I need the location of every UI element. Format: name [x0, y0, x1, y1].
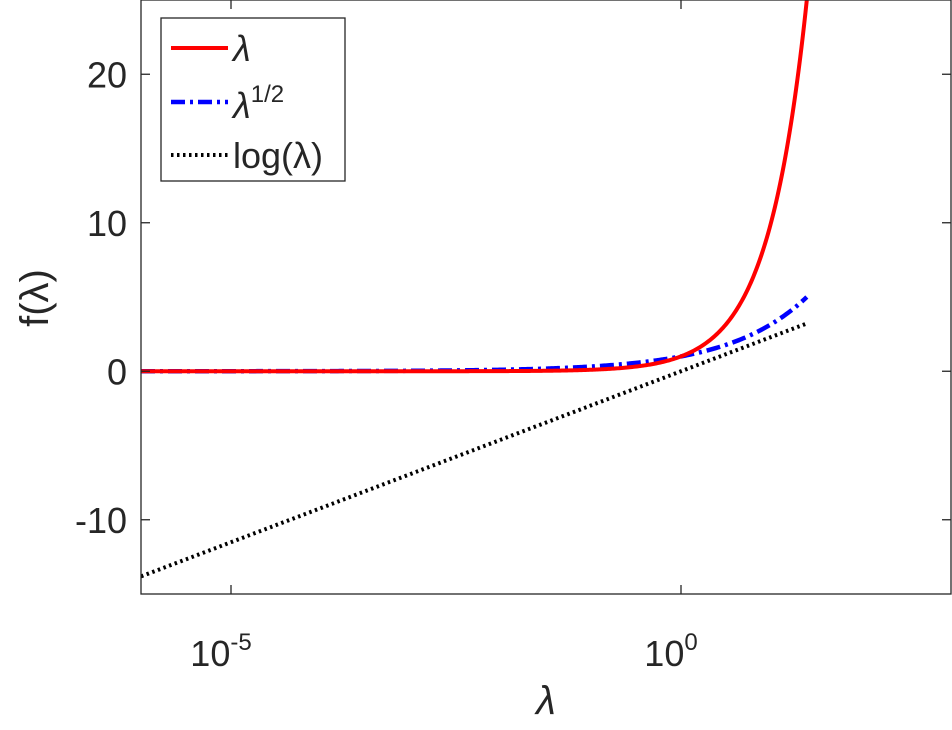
legend-entry-log-lambda: log(λ)	[171, 135, 323, 176]
legend-label-lambda: λ	[231, 28, 251, 69]
legend-entry-sqrt-lambda: λ1/2	[171, 81, 284, 126]
y-tick-label: -10	[75, 500, 127, 541]
x-tick-label: 10-5	[190, 629, 251, 674]
series-line-lambda	[141, 0, 809, 374]
legend-label-sqrt-lambda: λ1/2	[231, 81, 284, 126]
legend-label-log-lambda: log(λ)	[233, 135, 323, 176]
series-line-log	[141, 321, 808, 579]
y-axis-label: f(λ)	[13, 269, 57, 327]
ticks-layer: 10-5 100 -10 0 10 20	[75, 0, 951, 674]
legend: λ λ1/2 log(λ)	[160, 17, 346, 182]
x-tick-label: 100	[644, 629, 697, 674]
plot-area: 10-5 100 -10 0 10 20	[75, 0, 952, 674]
axes-box	[140, 0, 952, 595]
legend-entry-lambda: λ	[171, 28, 251, 69]
legend-box	[160, 17, 346, 182]
y-tick-label: 10	[87, 203, 127, 244]
series-layer	[141, 0, 809, 579]
y-tick-label: 0	[107, 351, 127, 392]
x-axis-label: λ	[534, 679, 556, 723]
y-tick-label: 20	[87, 54, 127, 95]
